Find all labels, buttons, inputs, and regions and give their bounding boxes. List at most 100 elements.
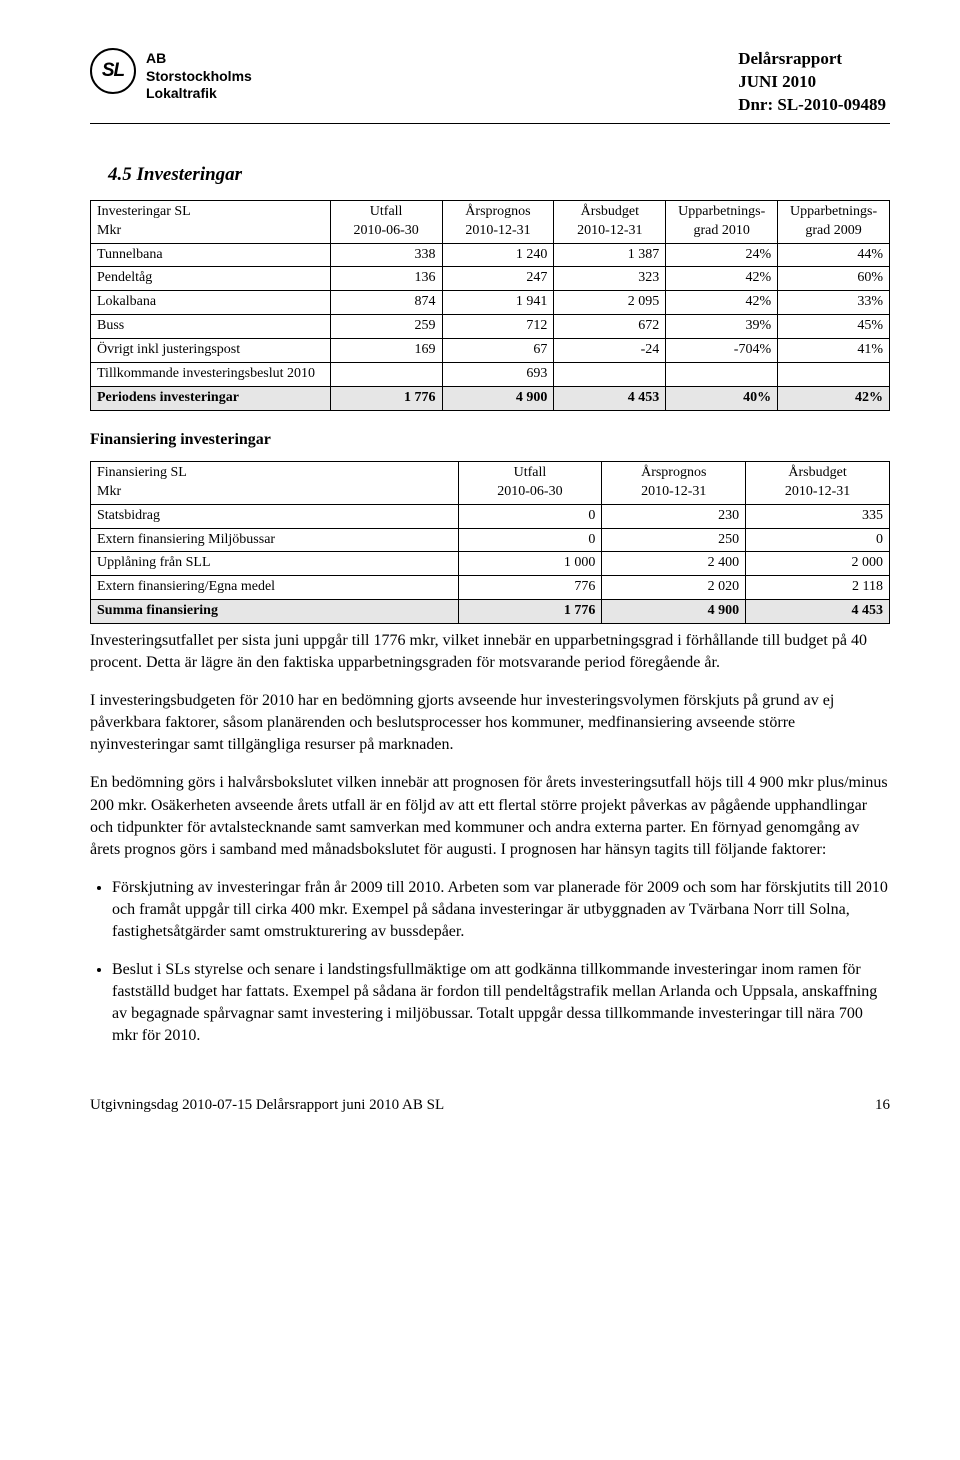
table-row: Tunnelbana3381 2401 38724%44% — [91, 243, 890, 267]
row-label: Summa finansiering — [91, 600, 459, 624]
cell: 1 776 — [458, 600, 602, 624]
cell: 1 000 — [458, 552, 602, 576]
list-item: Beslut i SLs styrelse och senare i lands… — [112, 959, 890, 1047]
cell: 338 — [330, 243, 442, 267]
cell: 1 941 — [442, 291, 554, 315]
report-period: JUNI 2010 — [738, 72, 816, 91]
row-label: Extern finansiering/Egna medel — [91, 576, 459, 600]
subsection-heading: Finansiering investeringar — [90, 431, 890, 449]
bullet-list: Förskjutning av investeringar från år 20… — [90, 877, 890, 1048]
cell: 2 000 — [746, 552, 890, 576]
row-label: Lokalbana — [91, 291, 331, 315]
row-label: Upplåning från SLL — [91, 552, 459, 576]
logo-block: SL AB Storstockholms Lokaltrafik — [90, 48, 252, 103]
page: SL AB Storstockholms Lokaltrafik Delårsr… — [0, 0, 960, 1154]
cell — [554, 363, 666, 387]
col-header: Investeringar SLMkr — [91, 200, 331, 243]
table-total-row: Periodens investeringar1 7764 9004 45340… — [91, 386, 890, 410]
table-row: Tillkommande investeringsbeslut 2010 693 — [91, 363, 890, 387]
col-header: Utfall2010-06-30 — [458, 461, 602, 504]
cell: 4 900 — [442, 386, 554, 410]
table-head: Investeringar SLMkr Utfall2010-06-30 Års… — [91, 200, 890, 243]
cell: 4 453 — [554, 386, 666, 410]
cell — [666, 363, 778, 387]
cell: 44% — [778, 243, 890, 267]
table-row: Statsbidrag0230335 — [91, 504, 890, 528]
cell: 1 387 — [554, 243, 666, 267]
cell: 0 — [746, 528, 890, 552]
footer: Utgivningsdag 2010-07-15 Delårsrapport j… — [90, 1097, 890, 1114]
table-row: Övrigt inkl justeringspost16967-24-704%4… — [91, 339, 890, 363]
cell: 24% — [666, 243, 778, 267]
company-name: AB Storstockholms Lokaltrafik — [146, 48, 252, 103]
col-header: Upparbetnings-grad 2009 — [778, 200, 890, 243]
section-heading: 4.5 Investeringar — [108, 164, 890, 186]
cell: 323 — [554, 267, 666, 291]
col-header: Årsprognos2010-12-31 — [442, 200, 554, 243]
table-row: Extern finansiering Miljöbussar02500 — [91, 528, 890, 552]
cell: 874 — [330, 291, 442, 315]
col-header: Finansiering SLMkr — [91, 461, 459, 504]
financing-table: Finansiering SLMkr Utfall2010-06-30 Årsp… — [90, 461, 890, 624]
header-right: Delårsrapport JUNI 2010 Dnr: SL-2010-094… — [738, 48, 890, 117]
cell: 39% — [666, 315, 778, 339]
cell: 45% — [778, 315, 890, 339]
report-dnr: Dnr: SL-2010-09489 — [738, 95, 886, 114]
company-line: AB — [146, 50, 166, 66]
cell — [330, 363, 442, 387]
cell: 712 — [442, 315, 554, 339]
cell: 169 — [330, 339, 442, 363]
body-paragraph: En bedömning görs i halvårsbokslutet vil… — [90, 772, 890, 860]
cell: 0 — [458, 504, 602, 528]
row-label: Extern finansiering Miljöbussar — [91, 528, 459, 552]
cell: 693 — [442, 363, 554, 387]
col-header: Årsbudget2010-12-31 — [746, 461, 890, 504]
table-total-row: Summa finansiering1 7764 9004 453 — [91, 600, 890, 624]
cell — [778, 363, 890, 387]
report-title: Delårsrapport — [738, 49, 842, 68]
list-item: Förskjutning av investeringar från år 20… — [112, 877, 890, 943]
cell: 42% — [778, 386, 890, 410]
cell: 230 — [602, 504, 746, 528]
cell: 335 — [746, 504, 890, 528]
cell: 2 118 — [746, 576, 890, 600]
row-label: Övrigt inkl justeringspost — [91, 339, 331, 363]
cell: 4 453 — [746, 600, 890, 624]
cell: 1 240 — [442, 243, 554, 267]
table-head: Finansiering SLMkr Utfall2010-06-30 Årsp… — [91, 461, 890, 504]
cell: 250 — [602, 528, 746, 552]
table-row: Upplåning från SLL1 0002 4002 000 — [91, 552, 890, 576]
cell: 672 — [554, 315, 666, 339]
cell: 776 — [458, 576, 602, 600]
investments-table: Investeringar SLMkr Utfall2010-06-30 Års… — [90, 200, 890, 411]
page-number: 16 — [875, 1097, 890, 1114]
company-line: Lokaltrafik — [146, 85, 217, 101]
header: SL AB Storstockholms Lokaltrafik Delårsr… — [90, 48, 890, 124]
cell: -24 — [554, 339, 666, 363]
cell: -704% — [666, 339, 778, 363]
cell: 1 776 — [330, 386, 442, 410]
cell: 42% — [666, 291, 778, 315]
company-line: Storstockholms — [146, 68, 252, 84]
col-header: Utfall2010-06-30 — [330, 200, 442, 243]
row-label: Pendeltåg — [91, 267, 331, 291]
row-label: Statsbidrag — [91, 504, 459, 528]
cell: 2 020 — [602, 576, 746, 600]
footer-text: Utgivningsdag 2010-07-15 Delårsrapport j… — [90, 1097, 444, 1113]
row-label: Buss — [91, 315, 331, 339]
cell: 136 — [330, 267, 442, 291]
cell: 33% — [778, 291, 890, 315]
body-paragraph: I investeringsbudgeten för 2010 har en b… — [90, 690, 890, 756]
cell: 41% — [778, 339, 890, 363]
col-header: Årsbudget2010-12-31 — [554, 200, 666, 243]
cell: 2 400 — [602, 552, 746, 576]
cell: 40% — [666, 386, 778, 410]
table-row: Lokalbana8741 9412 09542%33% — [91, 291, 890, 315]
cell: 2 095 — [554, 291, 666, 315]
cell: 0 — [458, 528, 602, 552]
cell: 42% — [666, 267, 778, 291]
cell: 60% — [778, 267, 890, 291]
row-label: Tillkommande investeringsbeslut 2010 — [91, 363, 331, 387]
cell: 67 — [442, 339, 554, 363]
col-header: Årsprognos2010-12-31 — [602, 461, 746, 504]
